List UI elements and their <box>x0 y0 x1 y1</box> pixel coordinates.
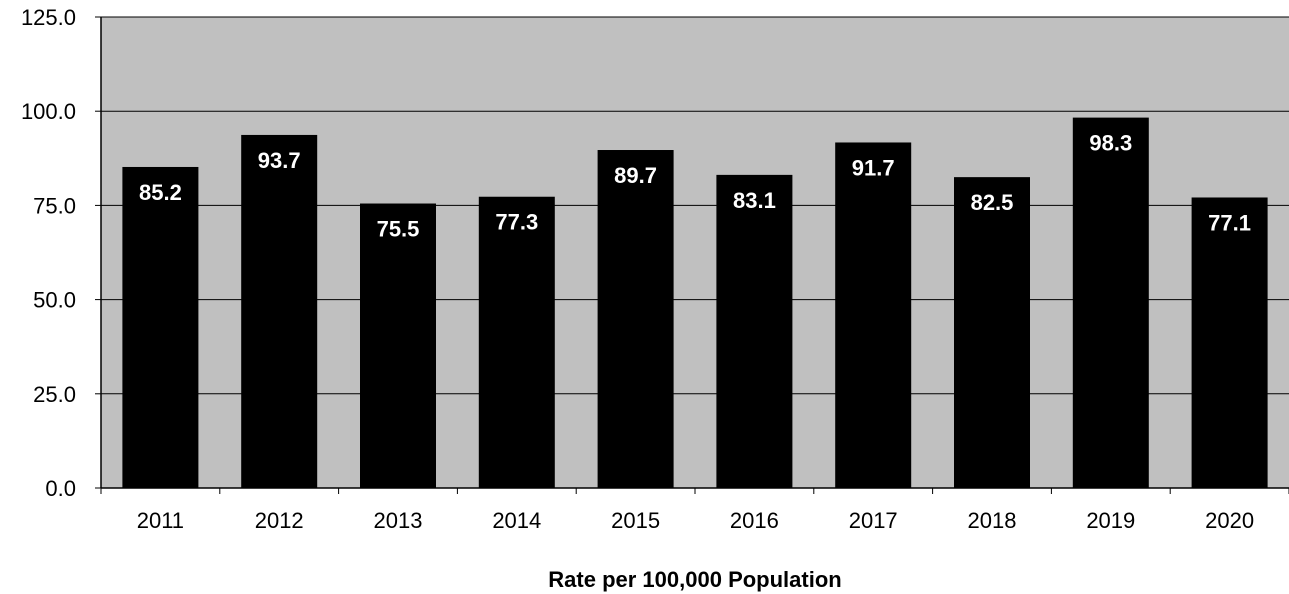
data-label-2019: 98.3 <box>1089 131 1132 156</box>
y-tick-label: 100.0 <box>21 99 76 124</box>
x-tick-label: 2018 <box>968 508 1017 533</box>
bar-2017 <box>835 142 911 488</box>
data-label-2015: 89.7 <box>614 163 657 188</box>
x-tick-label: 2019 <box>1086 508 1135 533</box>
x-tick-label: 2013 <box>374 508 423 533</box>
x-tick-label: 2016 <box>730 508 779 533</box>
x-axis-title: Rate per 100,000 Population <box>548 567 841 592</box>
bar-2012 <box>241 135 317 488</box>
bar-2018 <box>954 177 1030 488</box>
data-label-2020: 77.1 <box>1208 210 1251 235</box>
data-label-2014: 77.3 <box>495 210 538 235</box>
bar-2011 <box>122 167 198 488</box>
bar-2015 <box>598 150 674 488</box>
x-tick-label: 2012 <box>255 508 304 533</box>
data-label-2011: 85.2 <box>139 180 182 205</box>
data-label-2012: 93.7 <box>258 148 301 173</box>
data-label-2013: 75.5 <box>377 217 420 242</box>
bar-2013 <box>360 204 436 488</box>
data-label-2018: 82.5 <box>971 190 1014 215</box>
x-tick-label: 2020 <box>1205 508 1254 533</box>
x-tick-label: 2014 <box>492 508 541 533</box>
x-tick-labels: 2011 2012 2013 2014 2015 2016 2017 2018 2019 2020 <box>137 508 1254 533</box>
y-tick-label: 125.0 <box>21 5 76 30</box>
y-tick-label: 75.0 <box>33 193 76 218</box>
data-label-2017: 91.7 <box>852 155 895 180</box>
x-tick-label: 2015 <box>611 508 660 533</box>
y-tick-labels: 0.0 25.0 50.0 75.0 100.0 125.0 <box>21 5 76 501</box>
data-label-2016: 83.1 <box>733 188 776 213</box>
y-tick-label: 50.0 <box>33 288 76 313</box>
bar-2020 <box>1192 197 1268 488</box>
y-tick-label: 25.0 <box>33 382 76 407</box>
x-tick-label: 2011 <box>137 508 184 533</box>
x-tick-label: 2017 <box>849 508 898 533</box>
bar-2016 <box>716 175 792 488</box>
bar-2019 <box>1073 118 1149 488</box>
y-tick-label: 0.0 <box>45 476 76 501</box>
bar-2014 <box>479 197 555 488</box>
